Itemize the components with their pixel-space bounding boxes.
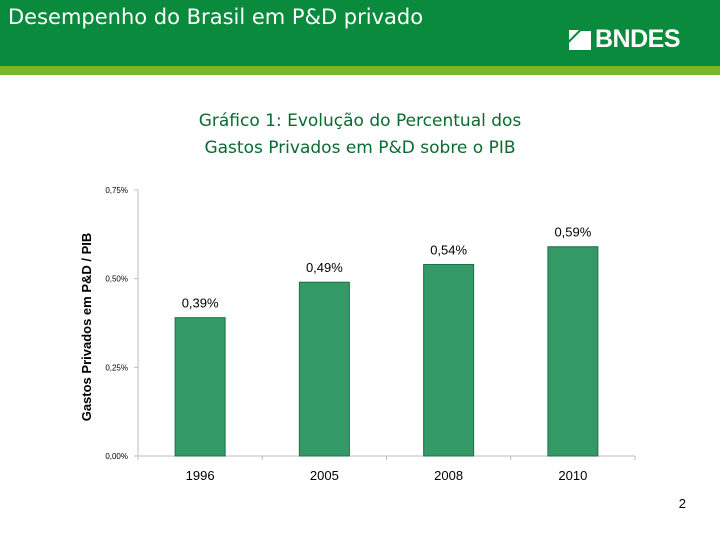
y-tick-label: 0,00% — [105, 452, 128, 461]
y-tick-label: 0,25% — [105, 363, 128, 372]
category-label-2005: 2005 — [310, 468, 339, 483]
bar-2010 — [547, 246, 599, 457]
y-tick-label: 0,50% — [105, 275, 128, 284]
chart-title-line-1: Gráfico 1: Evolução do Percentual dos — [198, 111, 522, 131]
bar-1996 — [174, 317, 226, 457]
header-accent-bar — [0, 66, 720, 75]
data-label-2005: 0,49% — [306, 260, 343, 275]
bar-2008 — [423, 263, 475, 457]
data-label-2010: 0,59% — [554, 225, 591, 240]
category-label-1996: 1996 — [186, 468, 215, 483]
slide-title: Desempenho do Brasil em P&D privado — [8, 5, 424, 29]
data-label-1996: 0,39% — [182, 296, 219, 311]
bndes-logo-text: BNDES — [595, 25, 681, 53]
page-number: 2 — [678, 496, 686, 511]
y-axis-title: Gastos Privados em P&D / PIB — [79, 233, 94, 422]
bar-2005 — [298, 281, 350, 457]
chart-title-line-2: Gastos Privados em P&D sobre o PIB — [204, 138, 516, 158]
slide-header: Desempenho do Brasil em P&D privado BNDE… — [0, 0, 720, 66]
y-tick-label: 0,75% — [105, 186, 128, 195]
category-label-2010: 2010 — [558, 468, 587, 483]
data-label-2008: 0,54% — [430, 242, 467, 257]
bndes-logo-icon — [569, 30, 591, 50]
chart-title: Gráfico 1: Evolução do Percentual dos Ga… — [160, 108, 560, 162]
bndes-logo: BNDES — [568, 24, 681, 54]
category-label-2008: 2008 — [434, 468, 463, 483]
